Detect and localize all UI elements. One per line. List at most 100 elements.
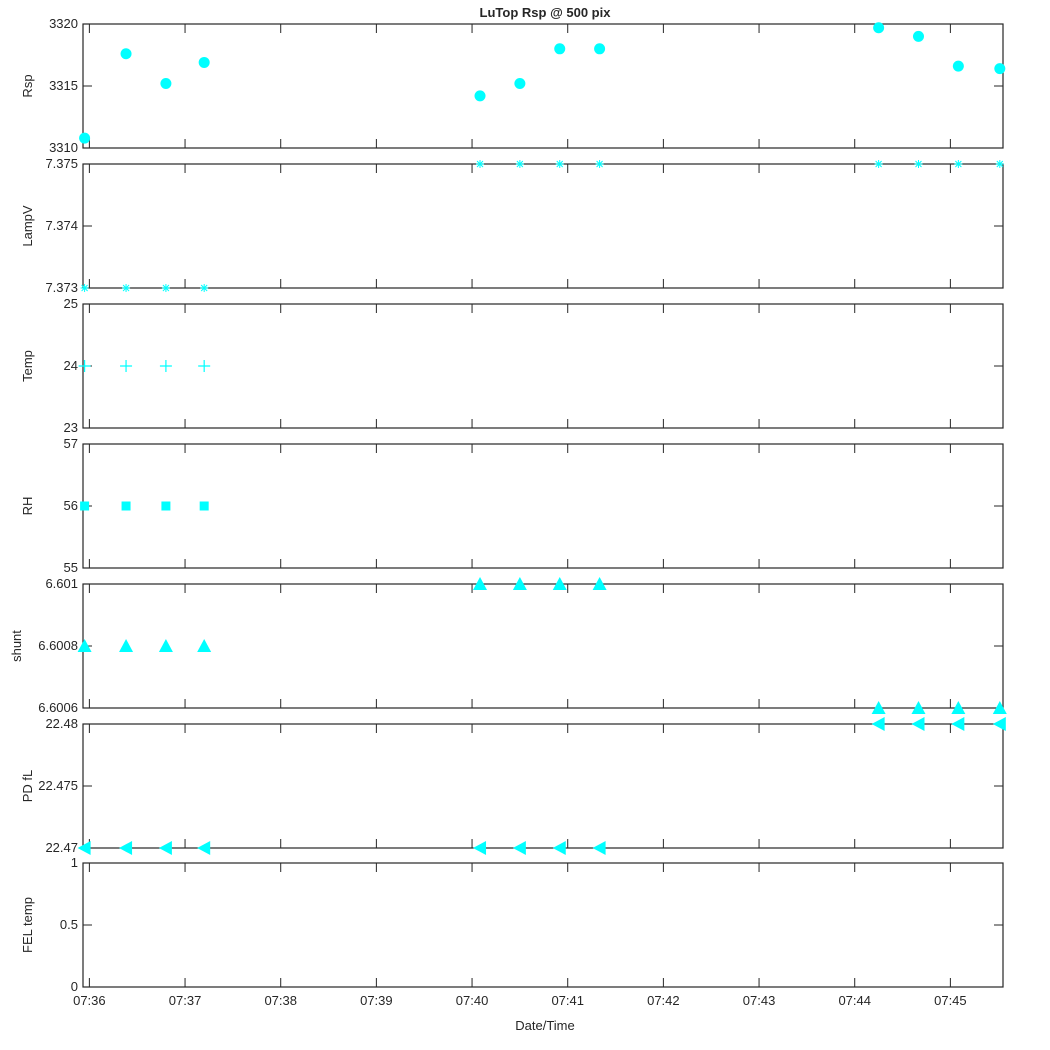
x-tick-label: 07:43	[743, 993, 776, 1008]
data-point	[199, 501, 209, 511]
y-tick-label: 22.47	[45, 840, 78, 855]
data-point	[992, 701, 1007, 714]
y-tick-label: 25	[64, 296, 78, 311]
data-point	[592, 841, 606, 855]
y-axis-label: LampV	[20, 205, 35, 247]
data-point	[80, 501, 90, 511]
x-tick-label: 07:39	[360, 993, 393, 1008]
y-tick-label: 56	[64, 498, 78, 513]
data-point	[992, 717, 1006, 731]
y-tick-label: 22.48	[45, 716, 78, 731]
panel-pd-fl: 22.47 22.475 22.48 PD fL	[20, 716, 1006, 855]
y-tick-label: 0.5	[60, 917, 78, 932]
x-tick-labels: 07:36 07:37 07:38 07:39 07:40 07:41 07:42 07:43…	[73, 993, 967, 1008]
axes-box	[82, 163, 1004, 289]
data-point	[555, 160, 564, 168]
x-tick-label: 07:37	[169, 993, 202, 1008]
data-point	[594, 43, 606, 55]
y-tick-label: 6.6006	[38, 700, 78, 715]
panel-lampv: 7.373 7.374 7.375 LampV	[20, 156, 1004, 295]
data-point	[159, 360, 172, 372]
y-tick-label: 0	[71, 979, 78, 994]
data-point	[474, 90, 486, 102]
y-axis-label: shunt	[9, 630, 24, 662]
data-point	[161, 501, 171, 511]
data-point	[512, 577, 527, 590]
panel-shunt: 6.6006 6.6008 6.601 shunt	[9, 576, 1007, 715]
y-tick-label: 55	[64, 560, 78, 575]
data-point	[197, 841, 211, 855]
y-tick-label: 7.375	[45, 156, 78, 171]
data-point	[79, 132, 91, 144]
y-tick-label: 22.475	[38, 778, 78, 793]
y-tick-label: 3315	[49, 78, 78, 93]
data-point	[871, 701, 886, 714]
x-tick-label: 07:36	[73, 993, 106, 1008]
panel-temp: 23 24 25 Temp	[20, 296, 1004, 435]
data-point	[874, 160, 883, 168]
data-point	[552, 577, 567, 590]
data-point	[198, 56, 210, 68]
data-point	[77, 841, 91, 855]
data-point	[512, 841, 526, 855]
data-point	[873, 22, 885, 34]
data-point	[473, 577, 488, 590]
y-tick-label: 6.601	[45, 576, 78, 591]
data-point	[995, 160, 1004, 168]
axes-box	[82, 443, 1004, 569]
y-tick-label: 7.373	[45, 280, 78, 295]
data-point	[476, 160, 485, 168]
panel-rsp: 3310 3315 3320 Rsp	[20, 16, 1006, 155]
chart-title: LuTop Rsp @ 500 pix	[480, 5, 612, 20]
y-axis-label: Temp	[20, 350, 35, 382]
data-point	[554, 43, 566, 55]
axes-box	[82, 303, 1004, 429]
data-point	[595, 160, 604, 168]
y-tick-label: 23	[64, 420, 78, 435]
y-tick-label: 7.374	[45, 218, 78, 233]
data-point	[912, 30, 924, 42]
data-point	[914, 160, 923, 168]
data-point	[592, 577, 607, 590]
data-point	[120, 360, 133, 372]
x-tick-label: 07:40	[456, 993, 489, 1008]
data-point	[158, 841, 172, 855]
x-tick-label: 07:44	[838, 993, 871, 1008]
x-tick-label: 07:45	[934, 993, 967, 1008]
data-point	[473, 841, 487, 855]
data-point	[552, 841, 566, 855]
y-axis-label: Rsp	[20, 74, 35, 97]
data-point	[122, 284, 131, 292]
data-point	[197, 639, 212, 652]
data-point	[198, 360, 211, 372]
data-point	[871, 717, 885, 731]
data-point	[994, 63, 1006, 75]
data-point	[77, 639, 92, 652]
y-axis-label: FEL temp	[20, 897, 35, 953]
data-point	[911, 701, 926, 714]
data-point	[119, 639, 134, 652]
data-point	[80, 284, 89, 292]
axes-box	[82, 723, 1004, 849]
y-tick-label: 3310	[49, 140, 78, 155]
panel-rh: 55 56 57 RH	[20, 436, 1004, 575]
data-point	[160, 78, 172, 90]
data-point	[954, 160, 963, 168]
panels: 331033153320Rsp7.3737.3747.375LampV23242…	[9, 16, 1007, 994]
x-tick-label: 07:38	[264, 993, 297, 1008]
x-tick-label: 07:42	[647, 993, 680, 1008]
x-axis-label: Date/Time	[515, 1018, 574, 1033]
axes-box	[82, 862, 1004, 988]
y-tick-label: 24	[64, 358, 78, 373]
data-point	[121, 501, 131, 511]
data-point	[158, 639, 173, 652]
data-point	[952, 60, 964, 72]
data-point	[119, 841, 133, 855]
data-point	[200, 284, 209, 292]
data-point	[911, 717, 925, 731]
x-tick-label: 07:41	[551, 993, 584, 1008]
axes-box	[82, 583, 1004, 709]
y-tick-label: 6.6008	[38, 638, 78, 653]
data-point	[515, 160, 524, 168]
